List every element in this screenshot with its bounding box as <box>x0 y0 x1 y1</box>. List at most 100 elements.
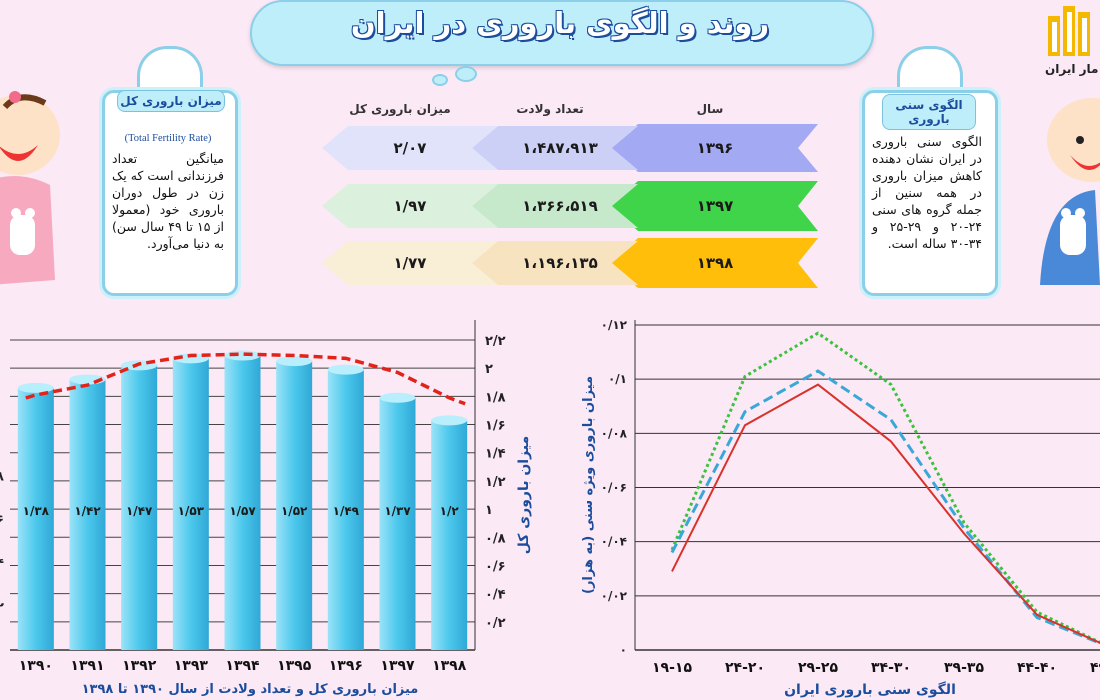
tfr-cell-shape <box>322 184 498 228</box>
bar <box>172 358 209 650</box>
year-cell-shape <box>610 124 818 172</box>
line-ytick-label: ۰/۰۲ <box>601 589 628 603</box>
bar <box>69 379 106 650</box>
bar <box>327 369 364 650</box>
logo-icon <box>1046 2 1100 58</box>
bar-top <box>17 382 54 393</box>
bar-left-tick-label: ۸ <box>0 469 4 484</box>
line-series-dashed <box>670 369 1100 645</box>
baby-boy-icon <box>1040 85 1100 290</box>
bar-chart-title: میزان باروری کل و تعداد ولادت از سال ۱۳۹… <box>82 682 419 697</box>
line-series-solid <box>671 383 1100 644</box>
bar-value-label: ۱/۴۹ <box>333 504 360 518</box>
bar <box>431 420 468 650</box>
tfr-cell-shape <box>322 241 498 285</box>
line-series-dotted <box>670 331 1100 645</box>
year-cell-shape <box>610 238 818 288</box>
line-xtick-label: ۳۹-۳۵ <box>944 660 984 676</box>
bar-value-label: ۱/۴۷ <box>126 504 153 518</box>
table-row-year: ۱۳۹۷ <box>696 197 734 215</box>
bar-ytick-label: ۱/۲ <box>485 475 506 490</box>
bar-ytick-label: ۲/۲ <box>485 334 506 349</box>
bar-ytick-label: ۱/۸ <box>485 390 506 405</box>
bar <box>17 387 54 650</box>
line-ytick-label: ۰/۰۴ <box>601 535 627 549</box>
table-header-year: سال <box>696 102 724 116</box>
bar-xtick-label: ۱۳۹۰ <box>19 658 53 674</box>
bar <box>276 361 313 650</box>
table-row-tfr: ۱/۹۷ <box>393 197 427 215</box>
table-row-year: ۱۳۹۶ <box>696 139 734 157</box>
line-xtick-label: ۲۹-۲۵ <box>798 660 838 676</box>
bar-left-tick-label: ۶ <box>0 513 4 528</box>
bar-top <box>276 356 313 367</box>
bar-trend-line <box>25 352 466 406</box>
bar-ytick-label: ۲ <box>485 362 493 377</box>
line-xtick-label: ۴۴-۴۰ <box>1017 660 1057 676</box>
page-title: روند و الگوی باروری در ایران <box>350 6 770 40</box>
line-xtick-label: ۲۴-۲۰ <box>725 660 765 676</box>
bar-value-label: ۱/۳۸ <box>23 504 50 518</box>
line-chart: ۰ ۰/۰۲ ۰/۰۴ ۰/۰۶ ۰/۰۸ ۰/۱ ۰/۱۲ ۱۹-۱۵ ۲۴-۲۰ ۲۹-۲۵ ۳… <box>581 318 1100 698</box>
table-row-births: ۱،۴۸۷،۹۱۳ <box>522 139 598 157</box>
bar-value-label: ۱/۵۳ <box>178 504 205 518</box>
line-ytick-label: ۰/۱۲ <box>601 318 628 332</box>
line-chart-title: الگوی سنی باروری ایران <box>784 681 956 698</box>
bar-top <box>379 392 416 403</box>
line-xtick-label: ۳۴-۳۰ <box>871 660 911 676</box>
births-cell-shape <box>472 126 638 170</box>
bar <box>121 365 158 650</box>
bar-value-label: ۱/۵۷ <box>229 504 256 518</box>
table-row-tfr: ۱/۷۷ <box>393 254 427 272</box>
bar-xtick-label: ۱۳۹۱ <box>70 658 104 674</box>
bar-value-label: ۱/۴۲ <box>74 504 101 518</box>
bar <box>379 397 416 650</box>
year-cell-shape <box>610 181 818 231</box>
line-ytick-label: ۰/۰۸ <box>601 426 628 440</box>
table-header-tfr: میزان باروری کل <box>349 102 451 116</box>
bar-xtick-label: ۱۳۹۷ <box>380 658 415 674</box>
table-shapes <box>322 124 818 288</box>
births-cell-shape <box>472 241 638 285</box>
left-card-text: میانگین تعداد فرزندانی است که یک زن در ط… <box>112 151 224 251</box>
bar-value-label: ۱/۵۲ <box>281 504 308 518</box>
left-card-label: میزان باروری کل <box>117 90 225 112</box>
right-card-neck <box>897 46 963 95</box>
line-ytick-label: ۰/۱ <box>608 372 627 386</box>
right-card-text: الگوی سنی باروری در ایران نشان دهنده کاه… <box>872 134 982 251</box>
bar-ytick-label: ۰/۴ <box>485 588 506 603</box>
logo-text: مار ایران <box>1045 62 1099 76</box>
bar-xtick-label: ۱۳۹۳ <box>174 658 209 674</box>
line-ylabel: میزان باروری ویژه سنی (به هزار) <box>581 376 596 594</box>
left-card <box>102 90 238 296</box>
births-cell-shape <box>472 184 638 228</box>
line-ytick-label: ۰/۰۶ <box>601 481 627 495</box>
bar-top <box>327 364 364 375</box>
line-xtick-label: ۴۹-۴۵ <box>1090 660 1100 676</box>
cloud-bubble-small <box>432 74 448 86</box>
table-header-births: تعداد ولادت <box>516 102 584 116</box>
cloud-bubble <box>455 66 477 82</box>
bar-value-label: ۱/۲ <box>440 504 460 518</box>
bar-ytick-label: ۰/۶ <box>485 559 506 574</box>
bar-left-tick-label: ۲ <box>0 600 4 615</box>
bar <box>224 355 261 650</box>
right-card-label: الگوی سنی باروری <box>882 94 976 130</box>
table-row-births: ۱،۳۶۶،۵۱۹ <box>522 197 598 215</box>
bar-xtick-label: ۱۳۹۴ <box>225 658 260 674</box>
bar-left-tick-label: ۴ <box>0 557 4 572</box>
baby-girl-icon <box>0 85 70 290</box>
left-card-neck <box>137 46 203 95</box>
bar-ylabel: میزان باروری کل <box>516 436 532 554</box>
bar-ytick-label: ۰/۲ <box>485 616 506 631</box>
bar-ytick-label: ۱/۴ <box>485 447 506 462</box>
table-row-year: ۱۳۹۸ <box>696 254 734 272</box>
bar-xtick-label: ۱۳۹۲ <box>122 658 157 674</box>
bar-xtick-label: ۱۳۹۶ <box>329 658 363 674</box>
bar-top <box>431 415 468 426</box>
bar-value-label: ۱/۳۷ <box>384 504 411 518</box>
bar-chart: ۰/۲ ۰/۴ ۰/۶ ۰/۸ ۱ ۱/۲ ۱/۴ ۱/۶ ۱/۸ ۲ ۲/۲ ۸ ۶ ۴ ۲ میزان ب… <box>0 320 532 697</box>
bar-ytick-label: ۱ <box>485 503 493 518</box>
left-card-english: (Total Fertility Rate) <box>124 133 212 144</box>
tfr-cell-shape <box>322 126 498 170</box>
